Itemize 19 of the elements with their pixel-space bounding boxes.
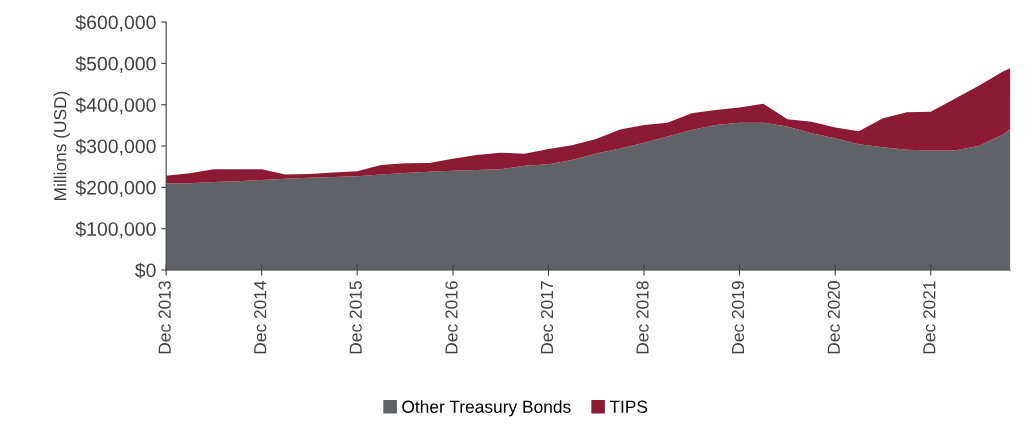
x-tick-label: Dec 2020 [827,281,840,354]
x-tick-label: Dec 2016 [445,281,458,354]
y-tick-label: $500,000 [75,56,156,73]
legend-label: Other Treasury Bonds [402,400,571,417]
y-tick-label: $600,000 [75,14,156,32]
x-tick-label: Dec 2018 [636,281,649,354]
x-tick-label: Dec 2021 [923,281,936,354]
y-tick-label: $300,000 [75,138,156,156]
y-tick-label: $200,000 [75,179,156,197]
x-tick-label: Dec 2019 [731,281,745,354]
y-tick-label: $100,000 [75,221,156,239]
y-axis-title: Millions (USD) [53,91,70,201]
x-tick-label: Dec 2014 [254,280,267,354]
y-tick-label: $400,000 [75,97,156,115]
x-tick-label: Dec 2017 [540,281,554,354]
y-tick-label: $0 [135,262,156,279]
x-tick-label: Dec 2013 [158,281,171,354]
x-tick-label: Dec 2015 [349,281,362,354]
legend-label: TIPS [609,400,648,413]
